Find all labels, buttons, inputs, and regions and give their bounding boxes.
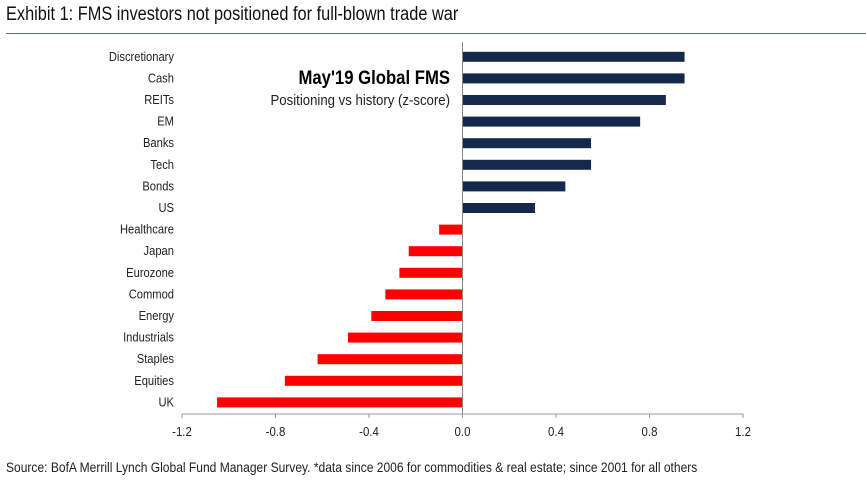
- x-tick-label: -0.4: [359, 424, 379, 439]
- category-label: Energy: [139, 308, 175, 323]
- bar-reits: [462, 95, 666, 105]
- x-tick-label: 1.2: [735, 424, 751, 439]
- bar-japan: [408, 246, 463, 257]
- x-tick-label: 0.0: [455, 424, 471, 439]
- category-label: EM: [157, 114, 174, 129]
- bar-cash: [462, 73, 685, 84]
- category-label: Discretionary: [109, 49, 175, 64]
- category-label: Tech: [150, 157, 174, 172]
- x-tick-label: 0.4: [548, 424, 564, 439]
- exhibit-title: Exhibit 1: FMS investors not positioned …: [6, 4, 459, 25]
- category-label: Healthcare: [120, 222, 174, 237]
- category-label: Industrials: [123, 330, 174, 345]
- category-label: Commod: [129, 287, 174, 302]
- category-label: UK: [158, 395, 174, 410]
- category-label: REITs: [144, 92, 174, 107]
- x-tick-label: -0.8: [266, 424, 286, 439]
- x-tick-label: 0.8: [642, 424, 658, 439]
- bar-staples: [317, 354, 463, 365]
- category-label: Japan: [144, 243, 174, 258]
- bar-em: [462, 116, 641, 127]
- bar-energy: [371, 311, 463, 321]
- bar-industrials: [347, 332, 463, 343]
- bar-commod: [385, 289, 463, 300]
- source-note: Source: BofA Merrill Lynch Global Fund M…: [6, 459, 698, 475]
- bar-us: [462, 203, 535, 213]
- bar-bonds: [462, 181, 566, 192]
- category-label: Staples: [137, 351, 174, 366]
- bar-discretionary: [462, 51, 685, 62]
- chart-subtitle: Positioning vs history (z-score): [271, 91, 450, 108]
- category-label: Cash: [148, 71, 174, 86]
- bar-eurozone: [399, 267, 463, 278]
- category-label: US: [158, 200, 174, 215]
- category-label: Eurozone: [126, 265, 174, 280]
- bar-banks: [462, 138, 592, 149]
- chart-title: May'19 Global FMS: [298, 67, 450, 88]
- bar-healthcare: [439, 224, 463, 235]
- category-label: Equities: [134, 373, 174, 388]
- bar-tech: [462, 159, 592, 170]
- x-tick-label: -1.2: [172, 424, 192, 439]
- bar-uk: [217, 397, 463, 408]
- title-divider: [6, 33, 866, 34]
- category-label: Bonds: [142, 179, 174, 194]
- category-label: Banks: [143, 135, 174, 150]
- bar-equities: [284, 375, 463, 386]
